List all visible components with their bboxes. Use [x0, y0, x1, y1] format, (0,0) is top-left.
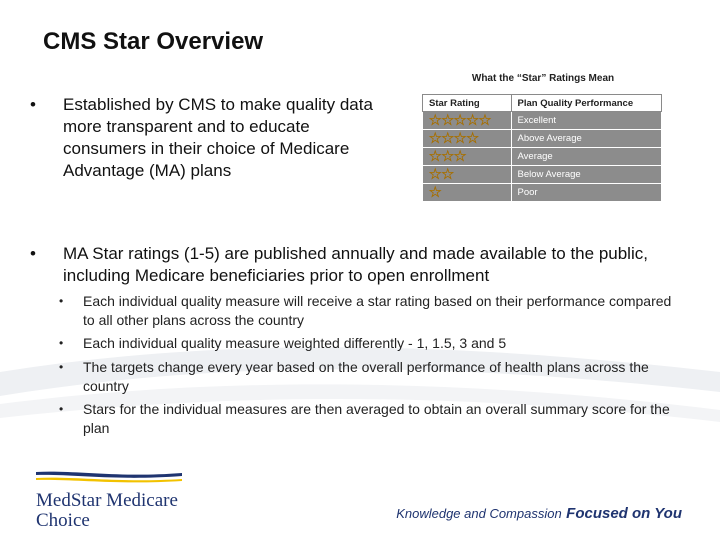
table-row: ☆☆☆☆☆ Excellent	[422, 111, 662, 130]
bullet-item: • MA Star ratings (1-5) are published an…	[30, 243, 680, 287]
star-icon: ☆☆☆	[428, 147, 467, 165]
logo-mark-icon	[36, 471, 182, 483]
table-row: ☆☆ Below Average	[422, 165, 662, 184]
table-header-row: Star Rating Plan Quality Performance	[422, 94, 662, 112]
table-row: ☆ Poor	[422, 183, 662, 202]
sub-bullet-text: Each individual quality measure will rec…	[83, 293, 672, 328]
sub-bullet-dot: •	[59, 402, 64, 416]
sub-bullet-dot: •	[59, 336, 64, 350]
logo-text-line1: MedStar Medicare	[36, 490, 178, 511]
performance-cell: Excellent	[511, 111, 662, 130]
sub-bullet-item: • Stars for the individual measures are …	[55, 400, 675, 438]
star-rating-cell: ☆☆	[422, 165, 512, 184]
sub-bullet-dot: •	[59, 294, 64, 308]
star-rating-cell: ☆☆☆☆	[422, 129, 512, 148]
sub-bullet-text: Each individual quality measure weighted…	[83, 335, 507, 351]
sub-bullet-item: • The targets change every year based on…	[55, 358, 675, 396]
star-rating-cell: ☆☆☆	[422, 147, 512, 166]
table-row: ☆☆☆ Average	[422, 147, 662, 166]
performance-cell: Average	[511, 147, 662, 166]
tagline-light: Knowledge and Compassion	[396, 506, 562, 521]
sub-bullet-dot: •	[59, 360, 64, 374]
page-title: CMS Star Overview	[43, 28, 264, 55]
bullet-dot: •	[30, 95, 36, 114]
table-row: ☆☆☆☆ Above Average	[422, 129, 662, 148]
star-icon: ☆☆☆☆☆	[428, 111, 492, 129]
medstar-logo: MedStar Medicare Choice	[36, 470, 182, 531]
star-icon: ☆☆	[428, 165, 454, 183]
performance-cell: Below Average	[511, 165, 662, 184]
bullet-text: MA Star ratings (1-5) are published annu…	[63, 244, 648, 285]
column-header-star-rating: Star Rating	[422, 94, 512, 112]
performance-cell: Above Average	[511, 129, 662, 148]
column-header-plan-quality: Plan Quality Performance	[510, 94, 662, 112]
sub-bullet-text: The targets change every year based on t…	[83, 359, 649, 394]
star-icon: ☆	[428, 183, 442, 201]
sub-bullet-text: Stars for the individual measures are th…	[83, 401, 670, 436]
logo-text-line2: Choice	[36, 510, 90, 531]
performance-cell: Poor	[511, 183, 662, 202]
star-rating-cell: ☆	[422, 183, 512, 202]
tagline: Knowledge and Compassion Focused on You	[396, 505, 682, 523]
tagline-bold: Focused on You	[566, 505, 682, 522]
star-icon: ☆☆☆☆	[428, 129, 479, 147]
star-ratings-table: Star Rating Plan Quality Performance ☆☆☆…	[422, 94, 662, 202]
bullet-dot: •	[30, 244, 36, 263]
sub-bullet-item: • Each individual quality measure will r…	[55, 292, 675, 330]
sub-bullet-item: • Each individual quality measure weight…	[55, 334, 675, 353]
bullet-text: Established by CMS to make quality data …	[63, 95, 373, 180]
ratings-table-heading: What the “Star” Ratings Mean	[471, 73, 615, 84]
bullet-item: • Established by CMS to make quality dat…	[30, 94, 390, 182]
star-rating-cell: ☆☆☆☆☆	[422, 111, 512, 130]
